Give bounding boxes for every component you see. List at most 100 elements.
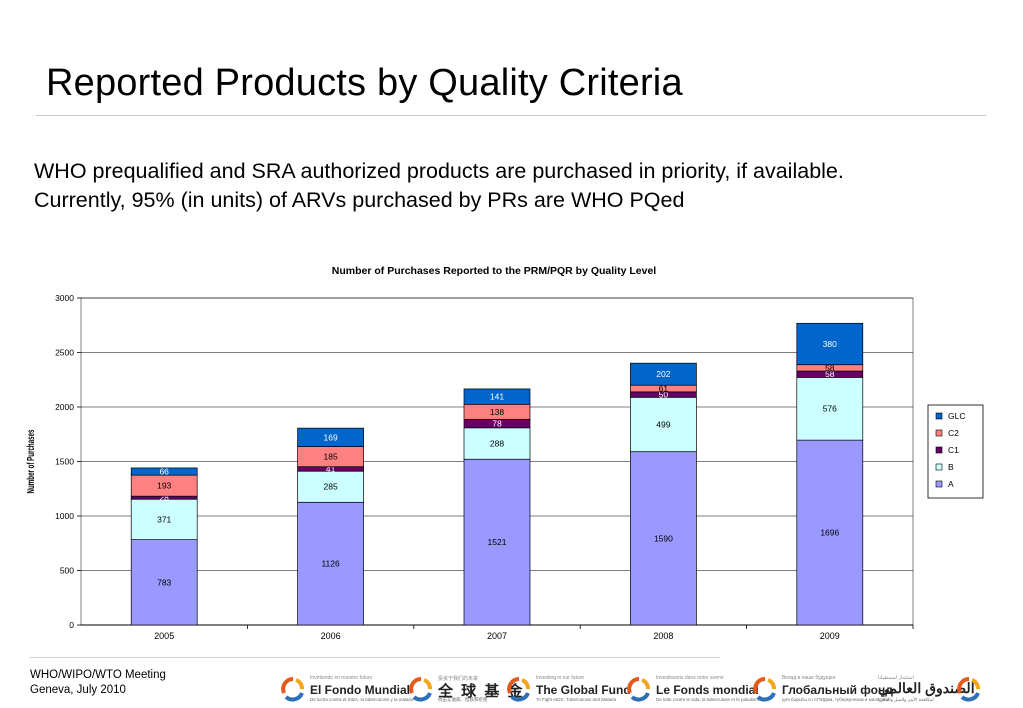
data-label: 50	[659, 390, 669, 400]
logo-name: الصندوق العالمي	[878, 680, 975, 696]
logo-tagline: Вклад в наше будущее	[782, 675, 836, 681]
data-label: 1590	[654, 533, 673, 543]
data-label: 185	[324, 452, 338, 462]
bar-segment-a	[297, 501, 364, 626]
data-label: 1696	[820, 528, 839, 538]
legend-swatch-b	[935, 463, 943, 471]
chart-title: Number of Purchases Reported to the PRM/…	[332, 265, 656, 277]
y-tick-label: 0	[69, 620, 74, 630]
bar-segment-b	[463, 427, 531, 460]
logo-name: 全 球 基 金	[438, 683, 525, 700]
bar-segment-a	[463, 458, 531, 626]
logo-tagline: 投资于我们的未来	[438, 676, 479, 682]
data-label: 288	[490, 439, 504, 449]
data-label: 61	[659, 384, 669, 394]
logo-the-global-fund: Investing in our future The Global Fund …	[506, 672, 631, 706]
logo-tagline: Investing in our future	[536, 675, 585, 681]
y-tick-label: 1000	[55, 511, 74, 521]
bar-segment-glc	[630, 362, 697, 386]
footer-meeting-name: WHO/WIPO/WTO Meeting	[30, 669, 166, 681]
data-label: 58	[825, 363, 835, 373]
bar-segment-b	[130, 498, 198, 541]
logo-subtitle: لمكافحة الأيدز والسل والملاريا	[878, 697, 934, 702]
x-tick-label: 2007	[487, 631, 507, 641]
global-fund-icon	[753, 677, 776, 702]
bar-segment-glc	[130, 467, 198, 476]
y-tick-label: 2500	[55, 348, 74, 358]
legend-label: C2	[948, 428, 959, 438]
global-fund-icon	[507, 677, 530, 702]
bar-segment-glc	[297, 427, 364, 447]
bar-segment-glc	[463, 388, 531, 405]
logo-name: The Global Fund	[536, 683, 631, 697]
logo-quan-qiu-ji-jin: 投资于我们的未来 全 球 基 金 抗击艾滋病、结核和疟疾	[408, 672, 523, 706]
y-tick-label: 3000	[55, 293, 74, 303]
data-label: 1126	[321, 559, 340, 569]
data-label: 783	[157, 577, 171, 587]
logo-subtitle: для борьбы со СПИДом, туберкулезом и мал…	[782, 697, 890, 702]
title-divider	[36, 115, 986, 116]
data-label: 1521	[488, 537, 507, 547]
bar-segment-b	[796, 377, 864, 441]
logo-subtitle: To Fight AIDS, Tuberculosis and Malaria	[536, 697, 617, 702]
bar-segment-a	[796, 439, 864, 626]
y-axis-label: Number of Purchases	[24, 429, 36, 493]
data-label: 193	[157, 481, 171, 491]
y-tick-label: 1500	[55, 457, 74, 467]
global-fund-icon	[627, 677, 650, 702]
data-label: 576	[823, 404, 837, 414]
data-label: 66	[159, 467, 169, 477]
data-label: 285	[324, 482, 338, 492]
x-tick-label: 2005	[154, 631, 174, 641]
legend-swatch-c1	[935, 446, 943, 454]
footer-meeting-location: Geneva, July 2010	[30, 684, 126, 696]
x-tick-label: 2006	[321, 631, 341, 641]
stacked-bar-chart: Number of Purchases Reported to the PRM/…	[24, 265, 984, 641]
logo-tagline: استثمار لمستقبلنا	[878, 675, 914, 681]
logo-globalny-fond: Вклад в наше будущее Глобальный фонд для…	[752, 672, 893, 706]
data-label: 141	[490, 392, 504, 402]
logo-subtitle: De lucha contra el SIDA, la tuberculosis…	[310, 697, 414, 702]
global-fund-icon	[409, 677, 432, 702]
logo-name: El Fondo Mundial	[310, 683, 410, 697]
footer-meeting-info: WHO/WIPO/WTO Meeting Geneva, July 2010	[30, 668, 166, 698]
bar-segment-b	[297, 470, 364, 503]
body-text: WHO prequalified and SRA authorized prod…	[34, 157, 934, 215]
legend-label: A	[948, 479, 954, 489]
global-fund-icon	[957, 677, 980, 702]
body-line-currently: Currently, 95% (in units) of ARVs purcha…	[34, 188, 685, 212]
global-fund-icon	[281, 677, 304, 702]
x-tick-label: 2009	[820, 631, 840, 641]
data-label: 169	[324, 432, 338, 442]
data-label: 499	[656, 419, 670, 429]
bar-segment-glc	[796, 322, 864, 366]
logo-le-fonds-mondial: Investissons dans notre avenir Le Fonds …	[626, 672, 762, 706]
logo-tagline: Investissons dans notre avenir	[656, 675, 724, 681]
data-label: 202	[656, 369, 670, 379]
logo-arabic-global-fund: استثمار لمستقبلنا الصندوق العالمي لمكافح…	[872, 672, 982, 706]
legend-swatch-glc	[935, 412, 943, 420]
logo-el-fondo-mundial: Invirtiendo en nuestro futuro El Fondo M…	[280, 672, 414, 706]
y-tick-label: 2000	[55, 402, 74, 412]
bar-segment-a	[130, 539, 198, 626]
legend-label: C1	[948, 445, 959, 455]
x-tick-label: 2008	[653, 631, 673, 641]
data-label: 380	[823, 339, 837, 349]
legend-swatch-a	[935, 480, 943, 488]
footer-divider	[30, 657, 720, 658]
legend-label: GLC	[948, 411, 965, 421]
legend-label: B	[948, 462, 954, 472]
slide-title: Reported Products by Quality Criteria	[46, 62, 683, 104]
legend-swatch-c2	[935, 429, 943, 437]
logo-name: Глобальный фонд	[782, 683, 893, 697]
bar-segment-b	[630, 396, 697, 453]
data-label: 28	[159, 493, 169, 503]
y-tick-label: 500	[60, 566, 74, 576]
data-label: 41	[326, 464, 336, 474]
data-label: 138	[490, 407, 504, 417]
logo-tagline: Invirtiendo en nuestro futuro	[310, 675, 373, 681]
body-line-priority: WHO prequalified and SRA authorized prod…	[34, 159, 844, 183]
logo-subtitle: De lutte contre le sida, la tuberculose …	[656, 697, 762, 702]
data-label: 58	[825, 369, 835, 379]
logo-name: Le Fonds mondial	[656, 683, 759, 697]
